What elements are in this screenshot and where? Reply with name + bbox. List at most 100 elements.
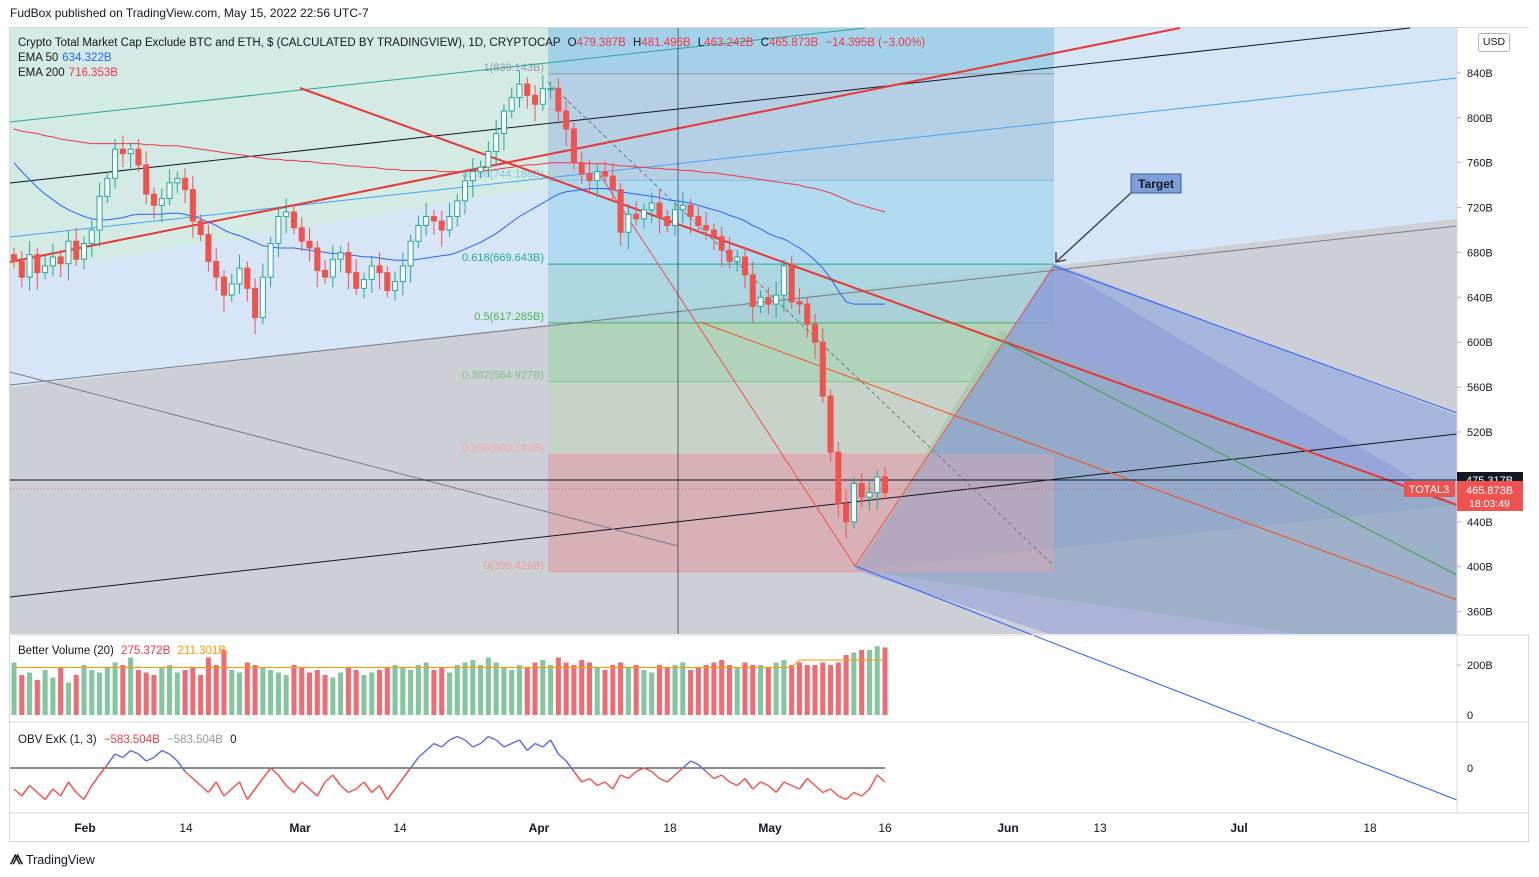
volume-bar: [322, 675, 328, 715]
obv-segment: [775, 781, 785, 793]
obv-segment: [238, 781, 248, 800]
volume-bar: [65, 682, 71, 715]
candle: [119, 135, 126, 168]
candle-body: [18, 260, 25, 278]
obv-segment: [767, 784, 777, 794]
obv-value-1: −583.504B: [103, 734, 160, 746]
trend-line-red-falling: [299, 87, 1458, 506]
obv-segment: [332, 774, 342, 786]
projection-zone-lower: [855, 263, 1457, 634]
obv-segment: [417, 749, 427, 759]
candle-body: [10, 254, 18, 262]
volume-bar: [446, 672, 453, 715]
volume-bar: [524, 667, 530, 715]
candle-body: [469, 171, 476, 182]
candle-body: [376, 265, 383, 274]
volume-label: Better Volume (20): [18, 645, 114, 657]
price-tick-label: 400B: [1467, 562, 1493, 574]
volume-bar: [408, 670, 414, 715]
price-tick-label: 760B: [1467, 158, 1493, 170]
volume-bar: [159, 667, 165, 715]
legend-ema200[interactable]: EMA 200 716.353B: [18, 66, 925, 81]
candle-body: [298, 227, 305, 242]
time-tick-label: May: [758, 821, 782, 835]
volume-bar: [548, 665, 554, 715]
candle: [407, 234, 414, 283]
candle-body: [874, 476, 881, 494]
volume-legend[interactable]: Better Volume (20) 275.372B 211.301B: [18, 644, 226, 659]
candle-body: [135, 148, 142, 166]
fib-zone: [548, 180, 1054, 265]
volume-bar: [579, 660, 585, 715]
candle: [827, 389, 834, 463]
candle-body: [508, 97, 515, 112]
candle-body: [96, 195, 103, 231]
candle-body: [819, 341, 826, 397]
candle-body: [493, 132, 500, 152]
obv-segment: [176, 760, 186, 772]
obv-segment: [838, 795, 847, 801]
volume-bar: [781, 660, 787, 715]
obv-segment: [729, 781, 738, 787]
volume-bar: [470, 660, 476, 715]
obv-segment: [60, 781, 70, 797]
time-tick-label: 16: [878, 821, 892, 835]
currency-button[interactable]: USD: [1478, 33, 1510, 52]
obv-segment: [752, 781, 762, 790]
candle-body: [555, 88, 562, 112]
pitchfork-leg-b: [854, 265, 1055, 567]
candle: [881, 466, 889, 500]
obv-segment: [635, 767, 645, 773]
candle: [306, 227, 313, 262]
legend-c-label: C: [760, 37, 769, 49]
obv-segment: [549, 739, 560, 755]
candle: [384, 265, 391, 298]
obv-segment: [145, 756, 155, 762]
volume-bar: [828, 665, 834, 715]
footer-brand[interactable]: ⨇ TradingView: [10, 852, 95, 868]
volume-bar: [19, 675, 25, 715]
ema50-label: EMA 50: [18, 52, 59, 64]
trend-line-black-upper: [9, 27, 1411, 184]
ema50-line: [13, 162, 885, 305]
candle-body: [57, 256, 64, 265]
candle: [88, 219, 95, 257]
obv-segment: [612, 774, 622, 790]
candle-body: [259, 276, 266, 319]
candle-body: [617, 189, 624, 233]
time-tick-label: Jul: [1230, 821, 1247, 835]
price-tick-label: 680B: [1467, 247, 1493, 259]
volume-bar: [695, 667, 701, 715]
candle: [578, 152, 585, 184]
channel-line-blue: [9, 77, 1458, 238]
candle-body: [609, 175, 616, 191]
fib-level-label: 0.236(500.143B): [462, 442, 544, 454]
obv-segment: [643, 767, 653, 773]
legend-ema50[interactable]: EMA 50 634.322B: [18, 51, 925, 66]
obv-legend[interactable]: OBV ExK (1, 3) −583.504B −583.504B 0: [18, 733, 237, 748]
candle-body: [244, 267, 251, 289]
candle: [563, 97, 570, 146]
obv-segment: [246, 788, 256, 800]
legend-symbol[interactable]: Crypto Total Market Cap Exclude BTC and …: [18, 37, 561, 49]
candle-body: [174, 177, 181, 184]
candle: [127, 142, 134, 171]
candle-body: [322, 269, 329, 278]
target-label-box: [1130, 173, 1182, 194]
obv-segment: [488, 735, 497, 741]
candle: [73, 227, 80, 266]
candle: [283, 198, 290, 234]
candle-body: [275, 216, 282, 244]
candle: [228, 273, 235, 302]
candle: [500, 104, 507, 151]
obv-segment: [713, 774, 722, 780]
volume-bar: [555, 657, 561, 715]
time-tick-label: Jun: [997, 821, 1018, 835]
volume-zero-label: 0: [1467, 710, 1473, 722]
volume-bar: [345, 667, 351, 715]
volume-bar: [851, 652, 857, 715]
volume-bar: [42, 670, 48, 715]
candle: [236, 254, 243, 294]
time-tick-label: 14: [179, 821, 193, 835]
